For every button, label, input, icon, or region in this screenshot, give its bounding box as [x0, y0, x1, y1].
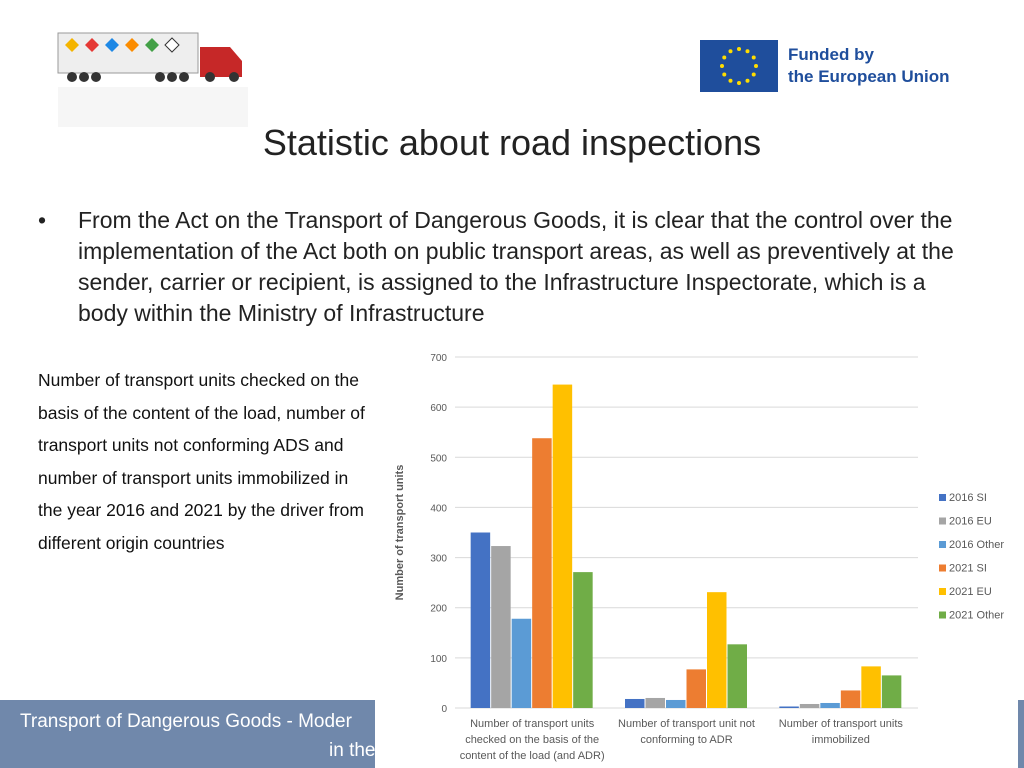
bar: [686, 669, 706, 708]
y-tick-label: 0: [441, 704, 447, 715]
bar: [779, 706, 799, 708]
y-tick-label: 500: [430, 453, 447, 464]
y-tick-label: 300: [430, 554, 447, 565]
bar: [470, 532, 491, 708]
chart: 0 100 200 300 400 500 600 700 Number of transpor…: [375, 340, 1018, 768]
y-tick-label: 700: [430, 353, 447, 364]
bar: [645, 697, 665, 708]
slide-title: Statistic about road inspections: [262, 122, 762, 163]
funding-line: the European Union: [788, 67, 950, 86]
x-tick-label: Number of transport unit not conforming t…: [618, 718, 755, 746]
footer-text: in the: [329, 740, 376, 761]
legend-label: 2016 Other: [949, 539, 1004, 551]
bar: [552, 384, 573, 708]
bar: [840, 690, 861, 708]
y-tick-label: 100: [430, 654, 447, 665]
legend-swatch: [939, 564, 946, 572]
bar: [573, 572, 593, 708]
side-text: Number of transport units checked on the…: [38, 370, 365, 553]
bar: [799, 703, 820, 708]
footer-text: Transport of Dangerous Goods - Moder: [20, 711, 352, 732]
legend-label: 2021 EU: [949, 586, 992, 598]
legend-label: 2016 SI: [949, 492, 987, 504]
x-tick-label: Number of transport units immobilized: [779, 718, 904, 746]
bar: [532, 438, 552, 708]
bar: [707, 592, 727, 708]
legend-label: 2021 SI: [949, 563, 987, 575]
funding-line: Funded by: [788, 45, 874, 64]
bar: [820, 702, 840, 708]
bar: [881, 675, 902, 708]
bar: [727, 644, 747, 708]
bullet-text: From the Act on the Transport of Dangero…: [78, 207, 954, 326]
legend-swatch: [939, 611, 946, 619]
bar: [491, 546, 511, 708]
y-tick-label: 200: [430, 604, 447, 615]
bar: [511, 618, 532, 708]
eu-flag: [700, 40, 778, 92]
bar: [666, 699, 686, 708]
bar: [861, 666, 881, 708]
edge: [1018, 703, 1024, 768]
logo: [57, 32, 248, 127]
funding: Funded by the European Union: [788, 44, 950, 88]
legend-swatch: [939, 541, 946, 548]
legend-swatch: [939, 494, 946, 501]
legend-swatch: [939, 588, 946, 595]
legend-label: 2021 Other: [949, 610, 1004, 622]
y-tick-label: 400: [430, 503, 447, 514]
x-tick-label: Number of transport units checked on the …: [460, 718, 605, 762]
legend-label: 2016 EU: [949, 516, 992, 528]
bullet: • From the Act on the Transport of Danger…: [38, 205, 968, 329]
legend-swatch: [939, 517, 946, 525]
bar: [625, 698, 645, 708]
y-tick-label: 600: [430, 403, 447, 414]
y-axis-label: Number of transport units: [394, 465, 406, 601]
